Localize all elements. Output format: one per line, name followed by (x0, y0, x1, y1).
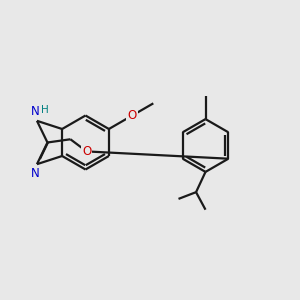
Text: N: N (31, 167, 40, 180)
Text: O: O (82, 145, 91, 158)
Text: N: N (31, 105, 40, 118)
Text: H: H (41, 105, 49, 115)
Text: O: O (128, 109, 137, 122)
